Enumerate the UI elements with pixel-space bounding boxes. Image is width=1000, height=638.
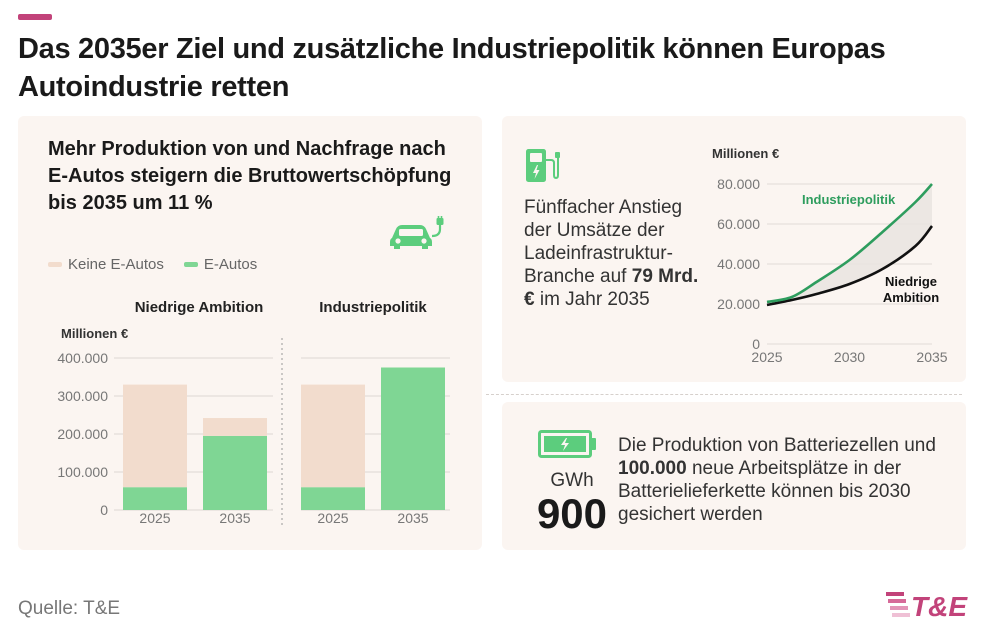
- bar-y-tick-label: 300.000: [57, 388, 108, 404]
- line-y-tick-label: 40.000: [717, 256, 760, 272]
- battery-text-prefix: Die Produktion von Batteriezellen und: [618, 435, 936, 456]
- source-note: Quelle: T&E: [18, 598, 121, 619]
- legend-swatch-beige: [48, 262, 62, 267]
- line-x-tick-label: 2035: [916, 349, 947, 365]
- bar-y-axis-label: Millionen €: [61, 326, 128, 341]
- bar-segment-keine-e-autos: [203, 418, 267, 436]
- bar-segment-e-autos: [381, 367, 445, 510]
- bar-x-tick-label: 2025: [317, 510, 348, 526]
- battery-text: Die Produktion von Batteriezellen und 10…: [618, 434, 948, 526]
- bar-x-tick-label: 2035: [397, 510, 428, 526]
- bar-x-tick-label: 2035: [219, 510, 250, 526]
- te-logo-text: T&E: [911, 591, 968, 622]
- page-title: Das 2035er Ziel und zusätzliche Industri…: [18, 33, 886, 103]
- bar-panel-title: Industriepolitik: [319, 299, 427, 316]
- line-y-tick-label: 0: [752, 336, 760, 352]
- gva-panel: Mehr Produktion von und Nachfrage nach E…: [18, 116, 482, 550]
- bar-segment-e-autos: [123, 487, 187, 510]
- legend-label-keine-e-autos: Keine E-Autos: [68, 256, 164, 273]
- line-x-tick-label: 2025: [751, 349, 782, 365]
- battery-text-suffix: neue Arbeitsplätze in der Batterieliefer…: [618, 458, 911, 525]
- charging-text-highlight: 79 Mrd. €: [524, 266, 699, 310]
- te-logo: T&E: [886, 591, 968, 622]
- battery-text-highlight: 100.000: [618, 458, 687, 479]
- line-x-tick-label: 2030: [834, 349, 865, 365]
- accent-bar: [18, 14, 52, 20]
- line-y-tick-label: 20.000: [717, 296, 760, 312]
- battery-value: 900: [536, 490, 608, 537]
- legend-swatch-green: [183, 262, 198, 267]
- line-y-axis-label: Millionen €: [712, 146, 779, 161]
- bar-chart-legend: Keine E-Autos E-Autos: [48, 256, 257, 273]
- bar-y-tick-label: 400.000: [57, 350, 108, 366]
- line-label-niedrige-ambition-1: Niedrige: [885, 274, 937, 289]
- bar-y-tick-label: 100.000: [57, 464, 108, 480]
- bar-segment-keine-e-autos: [301, 384, 365, 488]
- bar-y-tick-label: 0: [100, 502, 108, 518]
- charging-text: Fünffacher Anstieg der Umsätze der Ladei…: [524, 196, 702, 311]
- battery-icon: [538, 430, 596, 458]
- line-series-industriepolitik: [766, 183, 933, 304]
- bar-x-tick-label: 2025: [139, 510, 170, 526]
- battery-unit: GWh: [550, 470, 594, 491]
- bar-panel-title: Niedrige Ambition: [135, 299, 264, 316]
- legend-item-keine-e-autos: Keine E-Autos: [48, 256, 164, 273]
- charging-station-icon: [526, 149, 560, 182]
- panel-divider: [486, 394, 962, 395]
- line-gap-area: [767, 184, 932, 305]
- line-y-tick-label: 80.000: [717, 176, 760, 192]
- bar-segment-e-autos: [203, 435, 267, 510]
- bar-segment-e-autos: [301, 487, 365, 510]
- battery-panel: GWh 900 Die Produktion von Batteriezelle…: [502, 402, 966, 550]
- line-label-industriepolitik: Industriepolitik: [802, 192, 896, 207]
- charging-text-suffix: im Jahr 2035: [534, 289, 650, 310]
- line-label-niedrige-ambition-2: Ambition: [883, 290, 939, 305]
- electric-car-icon: [390, 216, 444, 249]
- bar-segment-keine-e-autos: [123, 384, 187, 488]
- charging-text-prefix: Fünffacher Anstieg der Umsätze der Ladei…: [524, 197, 683, 287]
- legend-item-e-autos: E-Autos: [183, 256, 258, 273]
- bar-y-tick-label: 200.000: [57, 426, 108, 442]
- charging-panel: Fünffacher Anstieg der Umsätze der Ladei…: [502, 116, 966, 382]
- line-series-niedrige-ambition: [766, 225, 934, 307]
- line-y-tick-label: 60.000: [717, 216, 760, 232]
- gva-panel-heading: Mehr Produktion von und Nachfrage nach E…: [48, 138, 452, 214]
- legend-label-e-autos: E-Autos: [203, 256, 258, 273]
